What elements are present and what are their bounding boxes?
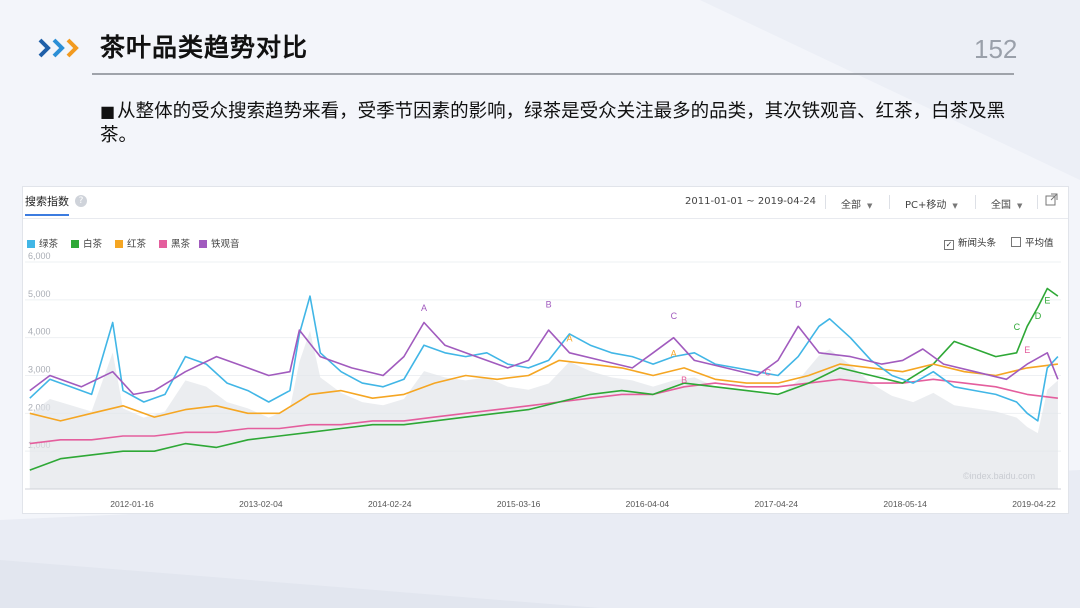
caret-down-icon: ▼ [952, 202, 958, 210]
legend-label: 红茶 [127, 239, 147, 250]
x-tick-label: 2017-04-24 [755, 499, 799, 509]
checkbox-icon[interactable] [1011, 237, 1021, 247]
panel-toolbar: 搜索指数 ? 2011-01-01 ~ 2019-04-24 全部 ▼ PC+移动… [23, 187, 1068, 219]
event-annotation: A [421, 303, 427, 313]
legend-swatch [199, 240, 207, 248]
summary-sentence: 从整体的受众搜索趋势来看，受季节因素的影响，绿茶是受众关注最多的品类，其次铁观音… [100, 101, 1006, 146]
date-range-label: 2011-01-01 ~ 2019-04-24 [685, 196, 816, 207]
legend-label: 铁观音 [211, 239, 240, 250]
series-line-4 [29, 378, 1058, 445]
date-range-picker[interactable]: 2011-01-01 ~ 2019-04-24 [685, 196, 816, 207]
option-label: 平均值 [1025, 238, 1054, 249]
checkbox-checked-icon[interactable]: ✓ [944, 240, 954, 250]
device-label: PC+移动 [905, 200, 947, 211]
summary-text: ■ 从整体的受众搜索趋势来看，受季节因素的影响，绿茶是受众关注最多的品类，其次铁观… [100, 100, 1030, 148]
tab-search-index[interactable]: 搜索指数 [25, 193, 69, 216]
event-annotation: C [671, 311, 678, 321]
slide-header: 茶叶品类趋势对比 152 [0, 0, 1080, 80]
legend-item[interactable]: 白茶 [71, 236, 102, 250]
x-tick-label: 2012-01-16 [110, 499, 154, 509]
toolbar-separator [1037, 195, 1038, 209]
legend-swatch [71, 240, 79, 248]
option-news-headlines[interactable]: ✓ 新闻头条 [944, 235, 996, 250]
page-number: 152 [974, 34, 1018, 64]
event-annotation: B [681, 375, 687, 385]
event-annotation: C [764, 368, 771, 378]
legend-item[interactable]: 绿茶 [27, 236, 58, 250]
legend-label: 黑茶 [171, 239, 191, 250]
toolbar-separator [825, 195, 826, 209]
help-icon[interactable]: ? [75, 195, 87, 207]
event-annotation: A [671, 349, 677, 359]
legend-item[interactable]: 黑茶 [159, 236, 190, 250]
legend-label: 白茶 [83, 239, 103, 250]
bullet-mark: ■ [100, 102, 116, 121]
device-dropdown[interactable]: PC+移动 ▼ [905, 196, 958, 211]
toolbar-separator [889, 195, 890, 209]
event-annotation: C [1014, 322, 1021, 332]
series-line-3 [29, 359, 1058, 422]
toolbar-separator [975, 195, 976, 209]
series-line-1 [29, 295, 1059, 422]
source-label: 全部 [841, 200, 861, 211]
source-dropdown[interactable]: 全部 ▼ [841, 196, 872, 211]
y-tick-label: 3,000 [28, 365, 51, 375]
option-label: 新闻头条 [958, 238, 997, 249]
region-dropdown[interactable]: 全国 ▼ [991, 196, 1022, 211]
chevron-arrows-icon [38, 38, 79, 58]
option-average[interactable]: 平均值 [1011, 235, 1054, 249]
caret-down-icon: ▼ [867, 202, 873, 210]
chart-area-fill [29, 330, 1058, 489]
y-tick-label: 5,000 [28, 289, 51, 299]
legend-swatch [159, 240, 167, 248]
x-tick-label: 2016-04-04 [626, 499, 670, 509]
event-annotation: E [1044, 296, 1050, 306]
search-index-panel: 搜索指数 ? 2011-01-01 ~ 2019-04-24 全部 ▼ PC+移动… [22, 186, 1069, 514]
y-tick-label: 4,000 [28, 327, 51, 337]
region-label: 全国 [991, 200, 1011, 211]
series-line-5 [29, 321, 1059, 396]
legend-swatch [27, 240, 35, 248]
slide-title: 茶叶品类趋势对比 [100, 33, 309, 62]
x-tick-label: 2014-02-24 [368, 499, 412, 509]
legend-label: 绿茶 [39, 239, 59, 250]
search-index-chart[interactable]: 1,0002,0003,0004,0005,0006,000ABACABCDCE… [23, 187, 1068, 513]
event-annotation: A [566, 333, 572, 343]
x-tick-label: 2013-02-04 [239, 499, 283, 509]
event-annotation: D [1035, 311, 1042, 321]
watermark: ©index.baidu.com [963, 471, 1036, 481]
external-link-icon[interactable] [1045, 193, 1058, 206]
event-annotation: E [1024, 345, 1030, 355]
x-tick-label: 2019-04-22 [1012, 499, 1056, 509]
legend-swatch [115, 240, 123, 248]
event-annotation: B [546, 299, 552, 309]
caret-down-icon: ▼ [1017, 202, 1023, 210]
y-tick-label: 6,000 [28, 251, 51, 261]
x-tick-label: 2018-05-14 [883, 499, 927, 509]
legend-item[interactable]: 铁观音 [199, 236, 240, 250]
legend-item[interactable]: 红茶 [115, 236, 146, 250]
title-divider [92, 73, 1014, 75]
event-annotation: D [795, 299, 802, 309]
x-tick-label: 2015-03-16 [497, 499, 541, 509]
series-line-2 [29, 287, 1059, 471]
